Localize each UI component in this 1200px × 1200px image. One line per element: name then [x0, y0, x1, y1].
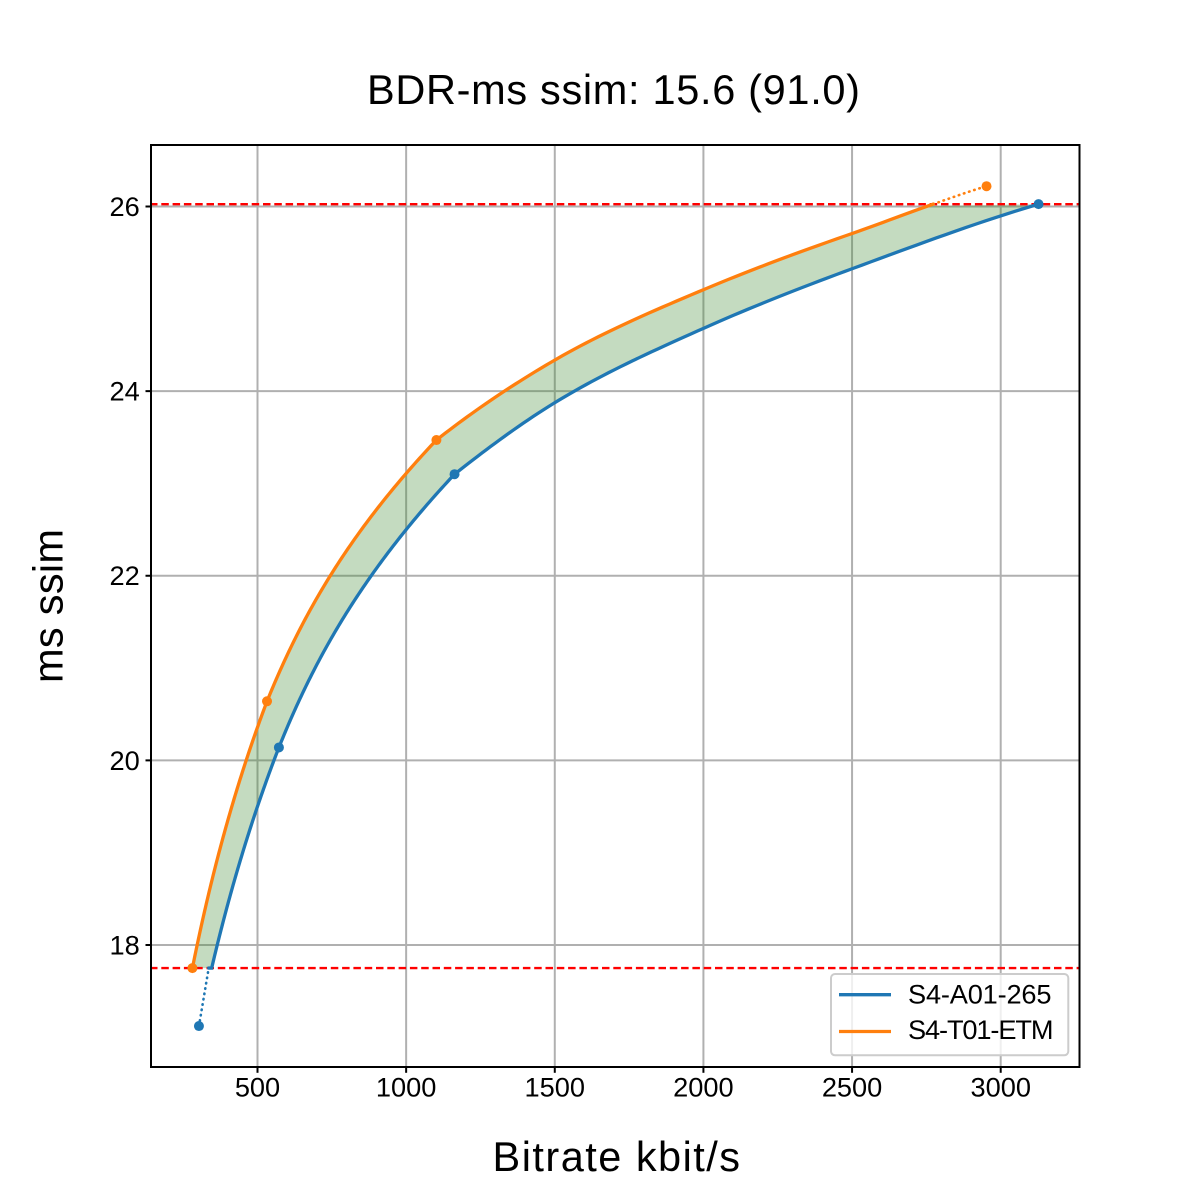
svg-text:S4-T01-ETM: S4-T01-ETM: [908, 1014, 1054, 1045]
svg-text:1500: 1500: [525, 1072, 585, 1103]
svg-text:500: 500: [235, 1072, 280, 1103]
svg-text:22: 22: [110, 560, 140, 591]
svg-text:3000: 3000: [970, 1072, 1030, 1103]
svg-text:BDR-ms ssim: 15.6 (91.0): BDR-ms ssim: 15.6 (91.0): [367, 66, 860, 113]
svg-text:ms ssim: ms ssim: [25, 529, 72, 683]
svg-text:20: 20: [110, 745, 140, 776]
svg-text:26: 26: [110, 191, 140, 222]
svg-text:S4-A01-265: S4-A01-265: [908, 979, 1052, 1010]
svg-text:Bitrate kbit/s: Bitrate kbit/s: [493, 1133, 741, 1180]
svg-text:18: 18: [110, 929, 140, 960]
svg-text:1000: 1000: [376, 1072, 436, 1103]
svg-text:2000: 2000: [673, 1072, 733, 1103]
svg-text:2500: 2500: [822, 1072, 882, 1103]
svg-text:24: 24: [110, 376, 140, 407]
